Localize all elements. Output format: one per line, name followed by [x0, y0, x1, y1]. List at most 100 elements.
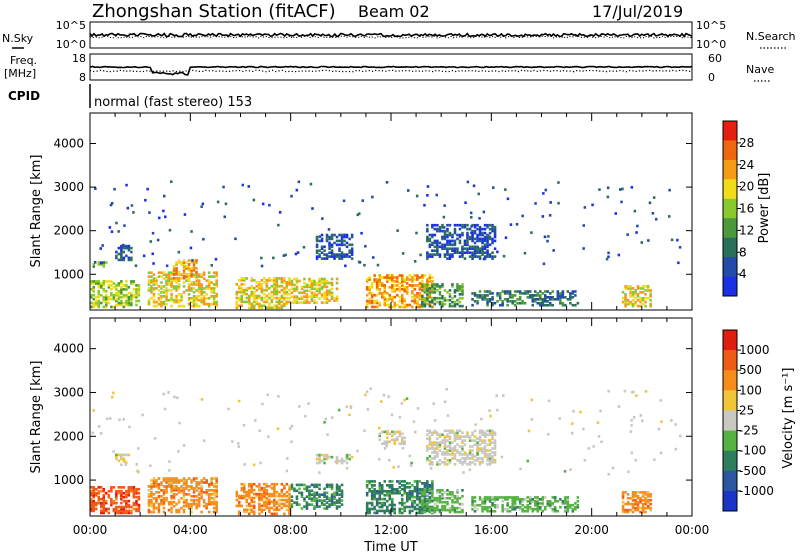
echo-cell — [453, 295, 457, 298]
echo-cell — [195, 304, 198, 308]
echo-cell — [182, 281, 186, 284]
echo-cell — [451, 453, 454, 456]
echo-cell — [448, 293, 452, 296]
echo-cell — [418, 295, 422, 299]
echo-cell — [101, 244, 104, 247]
echo-cell — [288, 488, 291, 492]
echo-cell — [438, 435, 442, 439]
echo-cell — [295, 289, 299, 293]
echo-cell — [95, 303, 98, 307]
echo-cell — [162, 273, 166, 277]
echo-cell — [574, 507, 577, 511]
echo-cell — [408, 491, 412, 495]
echo-cell — [526, 496, 530, 499]
echo-cell — [268, 292, 271, 296]
echo-cell — [448, 253, 452, 256]
echo-cell — [97, 303, 101, 307]
echo-cell — [480, 417, 483, 421]
echo-cell — [330, 253, 334, 256]
echo-cell — [488, 431, 492, 435]
echo-cell — [421, 488, 424, 491]
echo-cell — [518, 500, 522, 503]
echo-cell — [544, 505, 547, 509]
echo-cell — [261, 402, 264, 406]
echo-cell — [268, 508, 271, 512]
echo-cell — [506, 197, 510, 201]
echo-cell — [120, 505, 123, 509]
echo-cell — [197, 500, 201, 504]
echo-cell — [290, 281, 294, 285]
echo-cell — [360, 231, 363, 235]
echo-cell — [659, 399, 663, 402]
echo-cell — [190, 506, 193, 510]
echo-cell — [488, 409, 491, 412]
echo-cell — [493, 233, 497, 237]
echo-cell — [177, 500, 181, 504]
echo-cell — [195, 279, 198, 282]
echo-cell — [491, 451, 494, 454]
echo-cell — [147, 500, 151, 504]
echo-cell — [290, 279, 294, 283]
echo-cell — [370, 299, 374, 303]
echo-cell — [125, 246, 128, 250]
echo-cell — [308, 279, 311, 283]
echo-cell — [107, 495, 111, 499]
colorbar-swatch — [723, 121, 737, 141]
colorbar-tick-label: 8 — [739, 245, 747, 259]
echo-cell — [627, 470, 630, 474]
echo-cell — [245, 296, 249, 300]
echo-cell — [328, 455, 331, 459]
echo-cell — [200, 491, 203, 494]
echo-cell — [195, 277, 198, 280]
echo-cell — [554, 298, 557, 301]
echo-cell — [621, 491, 625, 494]
echo-cell — [112, 295, 116, 299]
echo-cell — [478, 233, 482, 237]
echo-cell — [127, 248, 131, 252]
echo-cell — [453, 243, 457, 247]
echo-cell — [564, 509, 567, 513]
echo-cell — [413, 486, 417, 489]
echo-cell — [172, 477, 176, 480]
echo-cell — [182, 481, 186, 484]
echo-cell — [157, 491, 161, 494]
echo-cell — [288, 510, 291, 514]
echo-cell — [634, 458, 637, 462]
echo-cell — [197, 481, 201, 484]
echo-cell — [431, 305, 434, 309]
echo-cell — [258, 496, 261, 500]
echo-cell — [431, 243, 434, 247]
echo-cell — [670, 238, 674, 242]
echo-cell — [177, 498, 181, 502]
echo-cell — [238, 496, 241, 500]
echo-cell — [110, 501, 113, 505]
echo-cell — [258, 296, 261, 300]
echo-cell — [582, 247, 585, 250]
echo-cell — [150, 495, 153, 498]
echo-cell — [461, 304, 464, 308]
echo-cell — [182, 276, 186, 280]
echo-cell — [152, 273, 156, 277]
echo-cell — [318, 287, 321, 291]
echo-cell — [471, 507, 474, 511]
echo-cell — [185, 498, 188, 502]
echo-cell — [318, 487, 321, 491]
echo-cell — [431, 300, 434, 304]
echo-cell — [630, 186, 634, 189]
echo-cell — [383, 301, 387, 305]
echo-cell — [481, 233, 484, 237]
cpid-row: CPID normal (fast stereo) 153 — [8, 84, 252, 110]
echo-cell — [453, 457, 457, 460]
echo-cell — [308, 489, 311, 493]
echo-cell — [253, 306, 256, 310]
echo-cell — [421, 276, 424, 279]
echo-cell — [471, 445, 474, 448]
echo-cell — [335, 491, 339, 495]
echo-cell — [576, 496, 580, 499]
echo-cell — [443, 204, 446, 207]
echo-cell — [368, 489, 371, 493]
echo-cell — [157, 289, 161, 292]
echo-cell — [275, 508, 279, 512]
echo-cell — [383, 493, 387, 497]
